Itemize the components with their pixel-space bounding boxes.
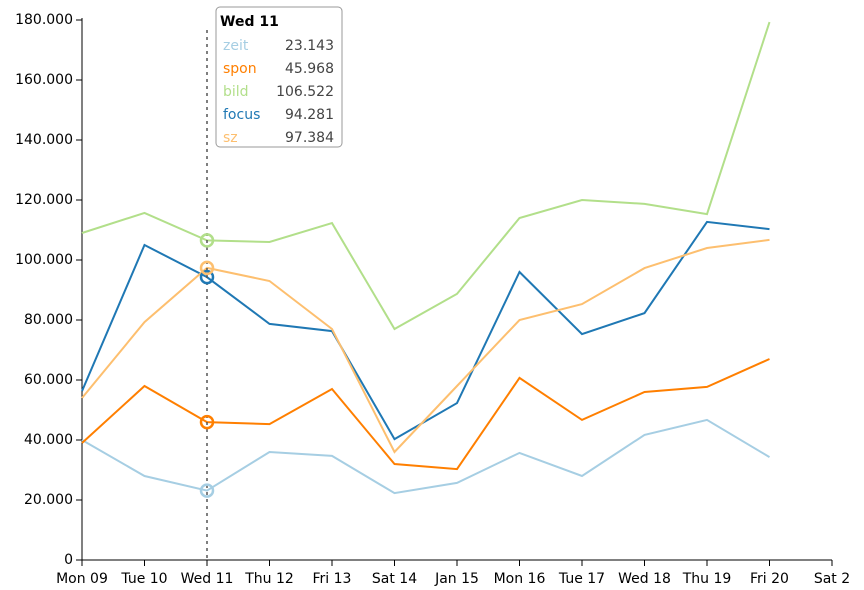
x-tick-label: Jan 15: [434, 571, 479, 587]
y-tick-label: 0: [64, 552, 73, 568]
x-tick-label: Sat 14: [372, 571, 417, 587]
x-tick-label: Thu 19: [682, 571, 732, 587]
tooltip: Wed 11 zeit 23.143 spon 45.968 bild 106.522 foc…: [215, 6, 343, 148]
hover-point: [199, 483, 215, 498]
x-tick-label: Tue 17: [558, 571, 605, 587]
y-tick-label: 20.000: [24, 492, 73, 508]
y-tick-label: 60.000: [24, 372, 73, 388]
y-tick-label: 120.000: [15, 192, 73, 208]
x-tick-label: Thu 12: [244, 571, 294, 587]
tooltip-name: bild: [223, 84, 249, 100]
series-line: [81, 358, 770, 471]
y-tick-label: 40.000: [24, 432, 73, 448]
hover-point: [199, 260, 215, 276]
series-line: [81, 418, 771, 495]
tooltip-name: zeit: [223, 38, 249, 54]
x-tick-label: Tue 10: [120, 571, 167, 587]
tooltip-name: sz: [223, 130, 238, 146]
x-tick-label: Mon 16: [494, 571, 546, 587]
x-tick-label: Wed 11: [181, 571, 234, 587]
x-tick-label: Fri 20: [750, 571, 789, 587]
series-line: [81, 21, 771, 331]
tooltip-value: 97.384: [285, 130, 334, 146]
tooltip-box: [215, 6, 343, 148]
y-tick-label: 140.000: [15, 132, 73, 148]
tooltip-value: 94.281: [285, 107, 334, 123]
series-line: [81, 238, 770, 454]
x-tick-label: Fri 13: [313, 571, 352, 587]
series-line: [81, 220, 770, 441]
tooltip-value: 23.143: [285, 38, 334, 54]
tooltip-name: spon: [223, 61, 257, 77]
tooltip-name: focus: [223, 107, 260, 123]
y-tick-label: 180.000: [15, 12, 73, 28]
hover-point: [199, 269, 215, 285]
y-tick-label: 80.000: [24, 312, 73, 328]
x-tick-label: Wed 18: [618, 571, 671, 587]
x-tick-label: Mon 09: [56, 571, 108, 587]
y-tick-label: 100.000: [15, 252, 73, 268]
hover-point: [199, 414, 215, 430]
tooltip-title: Wed 11: [220, 14, 279, 30]
tooltip-value: 45.968: [285, 61, 334, 77]
tooltip-value: 106.522: [276, 84, 334, 100]
hover-point: [199, 233, 215, 248]
x-tick-label: Sat 2: [814, 571, 850, 587]
y-tick-label: 160.000: [15, 72, 73, 88]
